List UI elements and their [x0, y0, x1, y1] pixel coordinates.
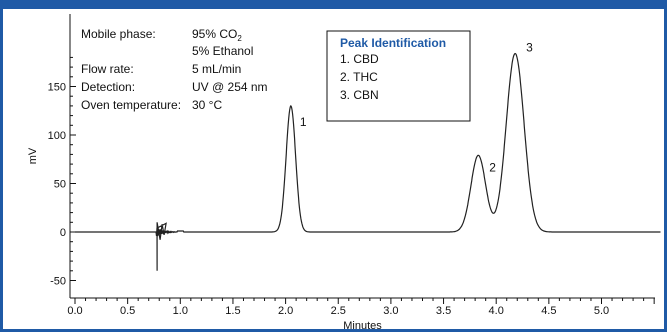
legend-item-2: 2. THC: [340, 70, 378, 84]
peak-labels: 1 2 3: [300, 41, 533, 175]
x-ticks: 0.0 0.5 1.0 1.5 2.0 2.5 3.0 3.5 4.0 4.5 5.0: [67, 298, 655, 317]
subscript: 2: [237, 34, 242, 43]
legend-item-3: 3. CBN: [340, 88, 379, 102]
condition-value: UV @ 254 nm: [192, 80, 268, 94]
x-axis-label: Minutes: [343, 320, 382, 332]
condition-value: 30 °C: [192, 98, 222, 112]
axes: 0.0 0.5 1.0 1.5 2.0 2.5 3.0 3.5 4.0 4.5 5.0 -50 0 50…: [48, 14, 655, 317]
x-tick-label: 3.5: [436, 305, 451, 317]
y-ticks: -50 0 50 100 150: [48, 56, 76, 288]
x-tick-label: 5.0: [594, 305, 609, 317]
x-tick-label: 2.5: [331, 305, 346, 317]
x-tick-label: 4.0: [489, 305, 504, 317]
condition-value: 95% CO2: [192, 27, 242, 43]
x-tick-label: 0.0: [67, 305, 82, 317]
peak-label-1: 1: [300, 115, 307, 129]
y-tick-label: 100: [48, 130, 66, 142]
title-bar: [0, 0, 667, 9]
condition-label: Mobile phase:: [81, 27, 156, 41]
y-tick-label: 150: [48, 82, 66, 94]
x-tick-label: 2.0: [278, 305, 293, 317]
condition-label: Detection:: [81, 80, 135, 94]
legend-box: [326, 30, 471, 122]
x-tick-label: 0.5: [120, 305, 135, 317]
peak-label-3: 3: [526, 41, 533, 55]
chromatogram-trace: [75, 52, 661, 271]
y-tick-label: -50: [50, 276, 66, 288]
legend-title: Peak Identification: [340, 36, 446, 50]
y-tick-label: 0: [60, 227, 66, 239]
condition-label: Flow rate:: [81, 62, 134, 76]
peak-label-2: 2: [489, 160, 496, 174]
condition-value: 5 mL/min: [192, 62, 241, 76]
x-tick-label: 1.0: [173, 305, 188, 317]
x-tick-label: 4.5: [541, 305, 556, 317]
peak-identification-legend: Peak Identification 1. CBD 2. THC 3. CBN: [326, 30, 471, 122]
legend-item-1: 1. CBD: [340, 52, 379, 66]
condition-label: Oven temperature:: [81, 98, 181, 112]
y-axis-label: mV: [27, 147, 39, 164]
x-tick-label: 3.0: [383, 305, 398, 317]
y-tick-label: 50: [54, 179, 66, 191]
x-tick-label: 1.5: [225, 305, 240, 317]
condition-value: 5% Ethanol: [192, 44, 253, 58]
